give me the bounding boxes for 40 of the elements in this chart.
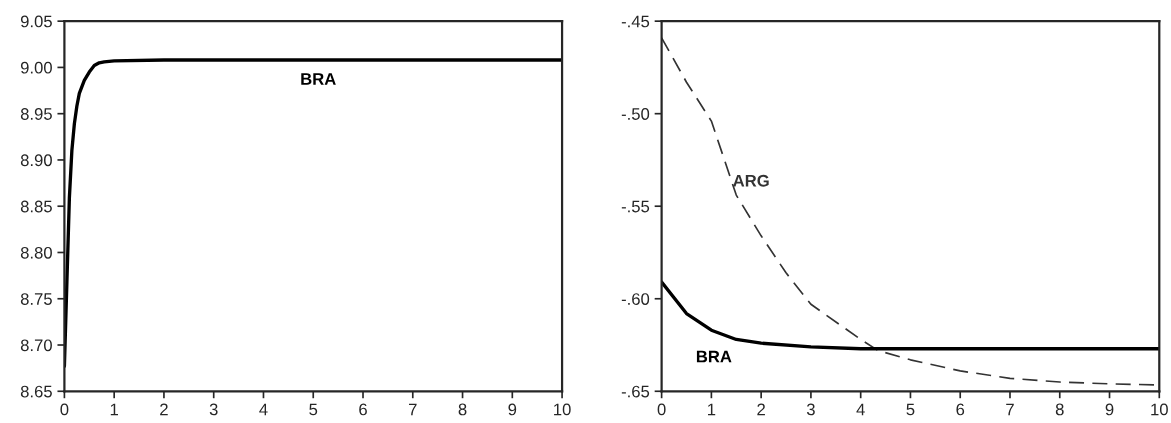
x-tick-label: 8 xyxy=(1055,403,1064,416)
x-tick-label: 2 xyxy=(160,403,168,416)
series-label: ARG xyxy=(733,174,769,187)
x-tick-label: 10 xyxy=(1151,403,1168,416)
x-tick-label: 3 xyxy=(806,403,815,416)
x-tick-label: 0 xyxy=(657,403,666,416)
x-tick-label: 6 xyxy=(359,403,367,416)
series-label: BRA xyxy=(301,73,336,85)
y-tick-label: 8.65 xyxy=(20,385,52,398)
x-tick-label: 0 xyxy=(60,403,69,416)
x-tick-label: 9 xyxy=(508,403,517,416)
x-tick-label: 8 xyxy=(458,403,467,416)
series-label: BRA xyxy=(696,350,732,363)
x-tick-label: 3 xyxy=(209,403,218,416)
x-tick-label: 6 xyxy=(956,403,965,416)
x-tick-label: 5 xyxy=(309,403,318,416)
y-tick-label: 8.80 xyxy=(20,246,52,259)
y-tick-label: 8.70 xyxy=(20,339,52,352)
x-tick-label: 1 xyxy=(110,403,118,416)
y-tick-label: 8.90 xyxy=(20,154,52,167)
y-tick-label: -.45 xyxy=(621,15,650,28)
y-tick-label: -.60 xyxy=(621,293,650,305)
x-tick-label: 4 xyxy=(259,403,268,416)
y-tick-label: 9.05 xyxy=(20,15,52,28)
x-tick-label: 10 xyxy=(554,403,571,416)
x-tick-label: 7 xyxy=(409,403,417,416)
y-tick-label: -.55 xyxy=(621,200,650,213)
y-tick-label: 8.85 xyxy=(20,200,52,213)
y-tick-label: 8.95 xyxy=(20,108,52,120)
line-series xyxy=(661,280,1160,351)
x-tick-label: 5 xyxy=(906,403,915,416)
x-tick-label: 2 xyxy=(757,403,765,416)
y-tick-label: 8.75 xyxy=(20,293,52,305)
y-tick-label: -.65 xyxy=(621,385,650,398)
y-tick-label: 9.00 xyxy=(20,61,52,74)
x-tick-label: 1 xyxy=(708,403,716,416)
x-tick-label: 7 xyxy=(1006,403,1014,416)
y-tick-label: -.50 xyxy=(621,108,650,120)
x-tick-label: 9 xyxy=(1105,403,1114,416)
x-tick-label: 4 xyxy=(856,403,865,416)
